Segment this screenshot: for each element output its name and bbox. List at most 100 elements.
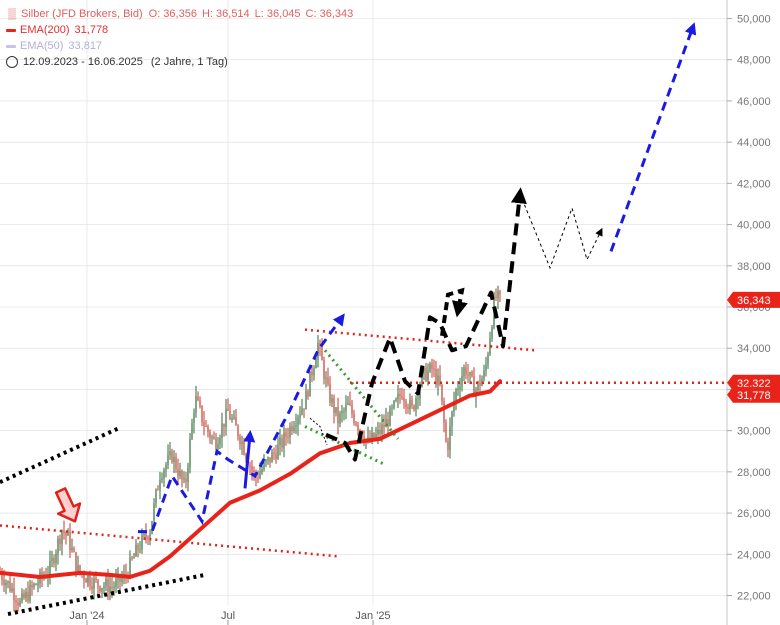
candle-body: [485, 364, 487, 371]
candle-body: [83, 573, 85, 580]
ema200-swatch: [6, 28, 16, 32]
candle-body: [429, 363, 431, 371]
candle-body: [95, 578, 97, 580]
x-tick-label: Jan '25: [355, 610, 390, 622]
candle-body: [115, 579, 117, 588]
y-tick-label: 46,000: [737, 96, 771, 108]
candle-body: [7, 581, 9, 583]
candle-body: [37, 583, 39, 585]
ema50-value: 33,817: [68, 40, 103, 52]
date-range-row[interactable]: 12.09.2023 - 16.06.2025 (2 Jahre, 1 Tag): [6, 54, 358, 70]
candle-body: [161, 478, 163, 481]
candle-body: [245, 454, 247, 460]
candle-body: [75, 552, 77, 572]
candle-body: [79, 565, 81, 573]
candle-body: [217, 444, 219, 449]
ema200-legend-row[interactable]: EMA(200) 31,778: [6, 22, 358, 38]
candle-body: [273, 452, 275, 454]
candle-body: [103, 586, 105, 589]
candle-body: [157, 489, 159, 491]
candle-body: [205, 426, 207, 428]
ohlc-item: C: 36,343: [305, 8, 354, 20]
ohlc-item: O: 36,356: [148, 8, 197, 20]
candle-body: [105, 579, 107, 587]
candle-body: [259, 472, 261, 479]
candle-body: [465, 367, 467, 375]
candle-body: [15, 600, 17, 603]
candle-body: [439, 375, 441, 385]
y-tick-label: 24,000: [737, 549, 771, 561]
candle-body: [375, 434, 377, 439]
candle-body: [395, 398, 397, 402]
candle-body: [65, 533, 67, 536]
candle-body: [469, 372, 471, 375]
candle-body: [289, 426, 291, 438]
candle-body: [401, 396, 403, 399]
candle-body: [169, 451, 171, 456]
candle-body: [359, 429, 361, 431]
candle-body: [183, 478, 185, 480]
candle-body: [327, 377, 329, 384]
candle-body: [417, 398, 419, 400]
candle-body: [19, 600, 21, 606]
candle-body: [379, 430, 381, 435]
y-axis: 22,00024,00026,00028,00030,00032,00034,0…: [727, 14, 771, 603]
candle-body: [373, 432, 375, 439]
candle-body: [89, 576, 91, 586]
candle-body: [263, 462, 265, 470]
candle-body: [163, 470, 165, 479]
candle-body: [243, 441, 245, 455]
candle-body: [139, 549, 141, 551]
ema50-label: EMA(50): [20, 40, 64, 52]
candle-body: [257, 477, 259, 479]
black-dotted-trendline-lower: [7, 572, 206, 617]
candle-body: [225, 408, 227, 428]
candle-body: [171, 451, 173, 463]
instrument-name[interactable]: Silber (JFD Brokers, Bid): [21, 8, 143, 20]
candle-body: [397, 394, 399, 399]
candle-body: [443, 401, 445, 423]
y-tick-label: 34,000: [737, 343, 771, 355]
candle-body: [109, 586, 111, 593]
ema50-legend-row[interactable]: EMA(50) 33,817: [6, 38, 358, 54]
candle-body: [93, 578, 95, 590]
candle-body: [325, 377, 327, 379]
candle-body: [179, 470, 181, 477]
candle-body: [121, 578, 123, 582]
candle-body: [159, 480, 161, 490]
price-tag: 31,778: [727, 386, 780, 403]
candle-body: [467, 374, 469, 376]
candle-body: [13, 588, 15, 601]
candle-body: [427, 370, 429, 381]
candle-body: [99, 586, 101, 592]
candle-body: [49, 560, 51, 575]
candle-body: [453, 400, 455, 413]
candle-body: [413, 405, 415, 410]
y-tick-label: 48,000: [737, 55, 771, 67]
candle-body: [393, 401, 395, 408]
candle-body: [5, 582, 7, 586]
x-grid-lines: [86, 0, 374, 605]
candle-body: [173, 456, 175, 463]
clock-icon: [6, 56, 18, 68]
candle-body: [409, 399, 411, 409]
candle-body: [203, 422, 205, 427]
candle-body: [149, 533, 151, 540]
candle-body: [133, 556, 135, 559]
price-tag-label: 31,778: [737, 390, 771, 402]
candle-body: [59, 538, 61, 545]
ema200-label: EMA(200): [20, 24, 70, 36]
candle-body: [199, 400, 201, 406]
candle-body: [321, 346, 323, 361]
candle-body: [235, 417, 237, 426]
candle-body: [477, 381, 479, 391]
drawing-annotations: [0, 22, 780, 617]
candle-body: [441, 384, 443, 402]
candle-body: [271, 452, 273, 463]
candle-body: [175, 456, 177, 470]
candle-body: [371, 432, 373, 442]
candle-body: [451, 412, 453, 427]
red-dotted-trendline-2: [304, 328, 536, 352]
candle-body: [329, 383, 331, 403]
